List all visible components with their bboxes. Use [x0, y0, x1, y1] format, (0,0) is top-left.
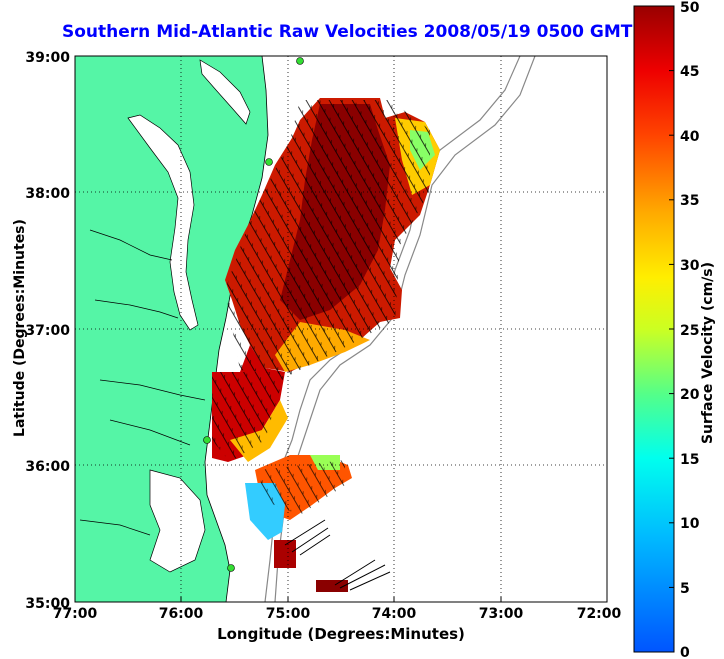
colorbar-ticks: [669, 5, 674, 588]
x-tick-label: 74:00: [372, 606, 417, 622]
colorbar-tick-label: 40: [680, 129, 700, 145]
y-tick-label: 35:00: [25, 596, 70, 612]
x-tick-marks: [74, 597, 608, 602]
chesapeake-bay: [127, 114, 199, 331]
station-marker: [265, 158, 273, 166]
colorbar-tick-label: 35: [680, 193, 699, 209]
colorbar-tick-label: 20: [680, 387, 700, 403]
colorbar-tick-label: 30: [680, 258, 700, 274]
y-tick-label: 38:00: [25, 186, 70, 202]
y-tick-label: 37:00: [25, 323, 70, 339]
colorbar-tick-label: 25: [680, 323, 699, 339]
station-marker: [227, 564, 235, 572]
x-tick-label: 75:00: [266, 606, 311, 622]
map-title: Southern Mid-Atlantic Raw Velocities 200…: [62, 22, 633, 42]
station-marker: [296, 57, 304, 65]
colorbar: [633, 5, 675, 653]
colorbar-tick-label: 10: [680, 516, 700, 532]
x-tick-label: 73:00: [479, 606, 524, 622]
velocity-vectors-offshore: [284, 519, 391, 591]
y-tick-label: 39:00: [25, 50, 70, 66]
velocity-vectors-central: [212, 372, 285, 462]
x-tick-label: 76:00: [159, 606, 204, 622]
colorbar-tick-label: 15: [680, 452, 699, 468]
velocity-field-south-red: [274, 540, 296, 568]
delaware-bay: [199, 59, 251, 125]
colorbar-label: Surface Velocity (cm/s): [700, 261, 716, 445]
velocity-field-far-south: [316, 580, 348, 592]
river-channels: [79, 229, 206, 536]
velocity-vectors-south: [260, 460, 345, 515]
y-tick-label: 36:00: [25, 459, 70, 475]
colorbar-tick-label: 5: [680, 581, 690, 597]
colorbar-tick-label: 45: [680, 64, 699, 80]
colorbar-tick-label: 50: [680, 0, 700, 16]
pamlico-sound: [149, 469, 206, 573]
station-marker: [203, 436, 211, 444]
grid-lines: [75, 56, 607, 602]
x-axis-label: Longitude (Degrees:Minutes): [217, 625, 465, 643]
x-tick-label: 77:00: [53, 606, 98, 622]
colorbar-tick-label: 0: [680, 645, 690, 659]
velocity-vectors: [225, 100, 430, 375]
x-tick-label: 72:00: [577, 606, 622, 622]
y-axis-label: Latitude (Degrees:Minutes): [12, 219, 28, 437]
